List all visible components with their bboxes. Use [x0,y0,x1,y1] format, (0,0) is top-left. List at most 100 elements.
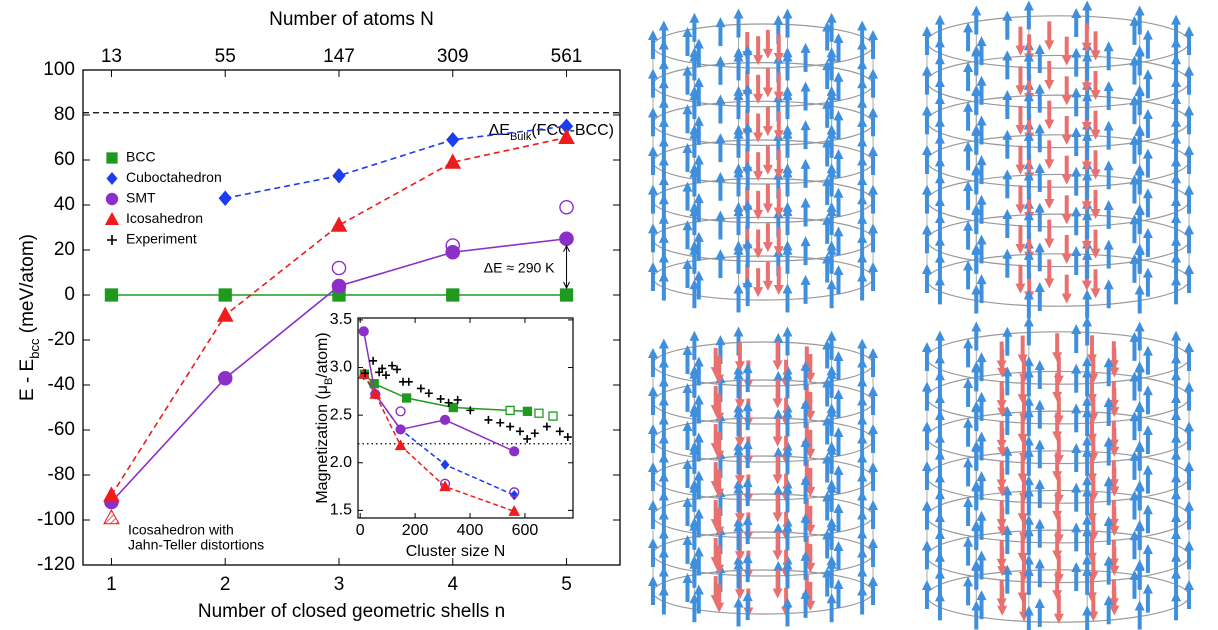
spin-head [658,78,669,89]
marker [516,427,525,436]
spin-head [1002,525,1013,536]
spin-head [1142,267,1153,278]
text-part: Bulk [510,131,532,143]
text-part: (FCC-BCC) [531,122,614,139]
spin-head [921,105,932,116]
spin-head [1184,224,1195,235]
spin-head [921,26,932,36]
spin-head [1082,289,1093,300]
marker [522,406,533,416]
inset-y-axis-title: Magnetization (μB/atom) [314,332,335,503]
spin-head [742,439,753,450]
marker [105,192,119,206]
inset-y-tick-label: 2.0 [330,454,352,471]
spin-head [1023,51,1034,62]
spin-head [1134,521,1145,532]
spin-head [715,335,726,346]
spin-head [742,45,753,56]
spin-head [647,462,658,472]
spin-head [1142,345,1153,356]
spin-head [976,352,987,363]
inset-frame [357,317,574,519]
marker [509,446,520,457]
spin-head [647,30,658,40]
spin-head [1184,105,1195,116]
spin-head [1082,130,1093,141]
spin-head [1171,156,1182,167]
spin-head [1015,283,1026,294]
spin-head [1134,165,1145,176]
spin-head [833,149,844,160]
spin-head [773,130,784,141]
spin-head [647,576,658,586]
marker [559,199,574,215]
spin-head [1171,77,1182,88]
inset-x-tick-label: 400 [457,522,484,539]
spin-head [782,244,793,255]
spin-head [1129,331,1140,342]
marker [331,260,347,276]
spin-head [733,521,744,532]
spin-head [1082,51,1093,62]
spin-head [658,509,669,520]
spin-head [1023,170,1034,181]
spin-head [1082,475,1093,486]
marker [453,395,462,404]
spin-head [826,279,837,290]
marker [439,480,451,492]
marker [563,433,572,442]
spin-head [1090,129,1101,140]
spin-head [1082,0,1093,11]
spin-head [733,167,744,178]
spin-head [963,62,974,73]
spin-head [714,374,725,385]
spin-head [772,360,783,371]
spin-head [921,540,932,551]
spin-head [868,146,879,156]
spin-head [857,116,868,127]
spin-head [1081,240,1092,251]
spin-head [971,165,982,176]
marker [392,365,401,374]
spin-head [1023,367,1034,378]
spin-head [1184,500,1195,511]
marker [424,389,433,398]
spin-head [1071,443,1082,454]
spin-head [682,104,693,115]
spin-head [773,91,784,102]
spin-head [682,181,693,192]
marker [378,364,387,373]
spin-head [1171,353,1182,364]
spin-head [1071,562,1082,573]
spin-head [1023,605,1034,616]
spin-head [833,503,844,514]
inset-y-tick-label: 1.5 [330,502,352,519]
spin-head [715,17,726,28]
spin-head [1103,396,1114,407]
spin-head [963,536,974,547]
spin-head [971,481,982,492]
spin-head [971,560,982,571]
spin-head [934,330,945,341]
spin-head [857,20,868,31]
spin-head [1034,242,1045,253]
spin-head [762,126,773,137]
spin-head [805,562,816,573]
spin-head [1071,8,1082,19]
spin-head [934,37,945,48]
marker [436,394,445,403]
spin-head [822,21,833,32]
spin-head [1082,316,1093,327]
spin-head [714,602,725,613]
spin-head [1103,357,1114,368]
spin-head [800,360,811,371]
spin-head [647,146,658,156]
spin-head [693,470,704,481]
marker [559,288,574,302]
spin-head [1171,235,1182,246]
spin-head [762,280,773,291]
spin-head [682,26,693,37]
spin-head [1002,129,1013,140]
spin-head [857,471,868,482]
spin-head [826,441,837,452]
